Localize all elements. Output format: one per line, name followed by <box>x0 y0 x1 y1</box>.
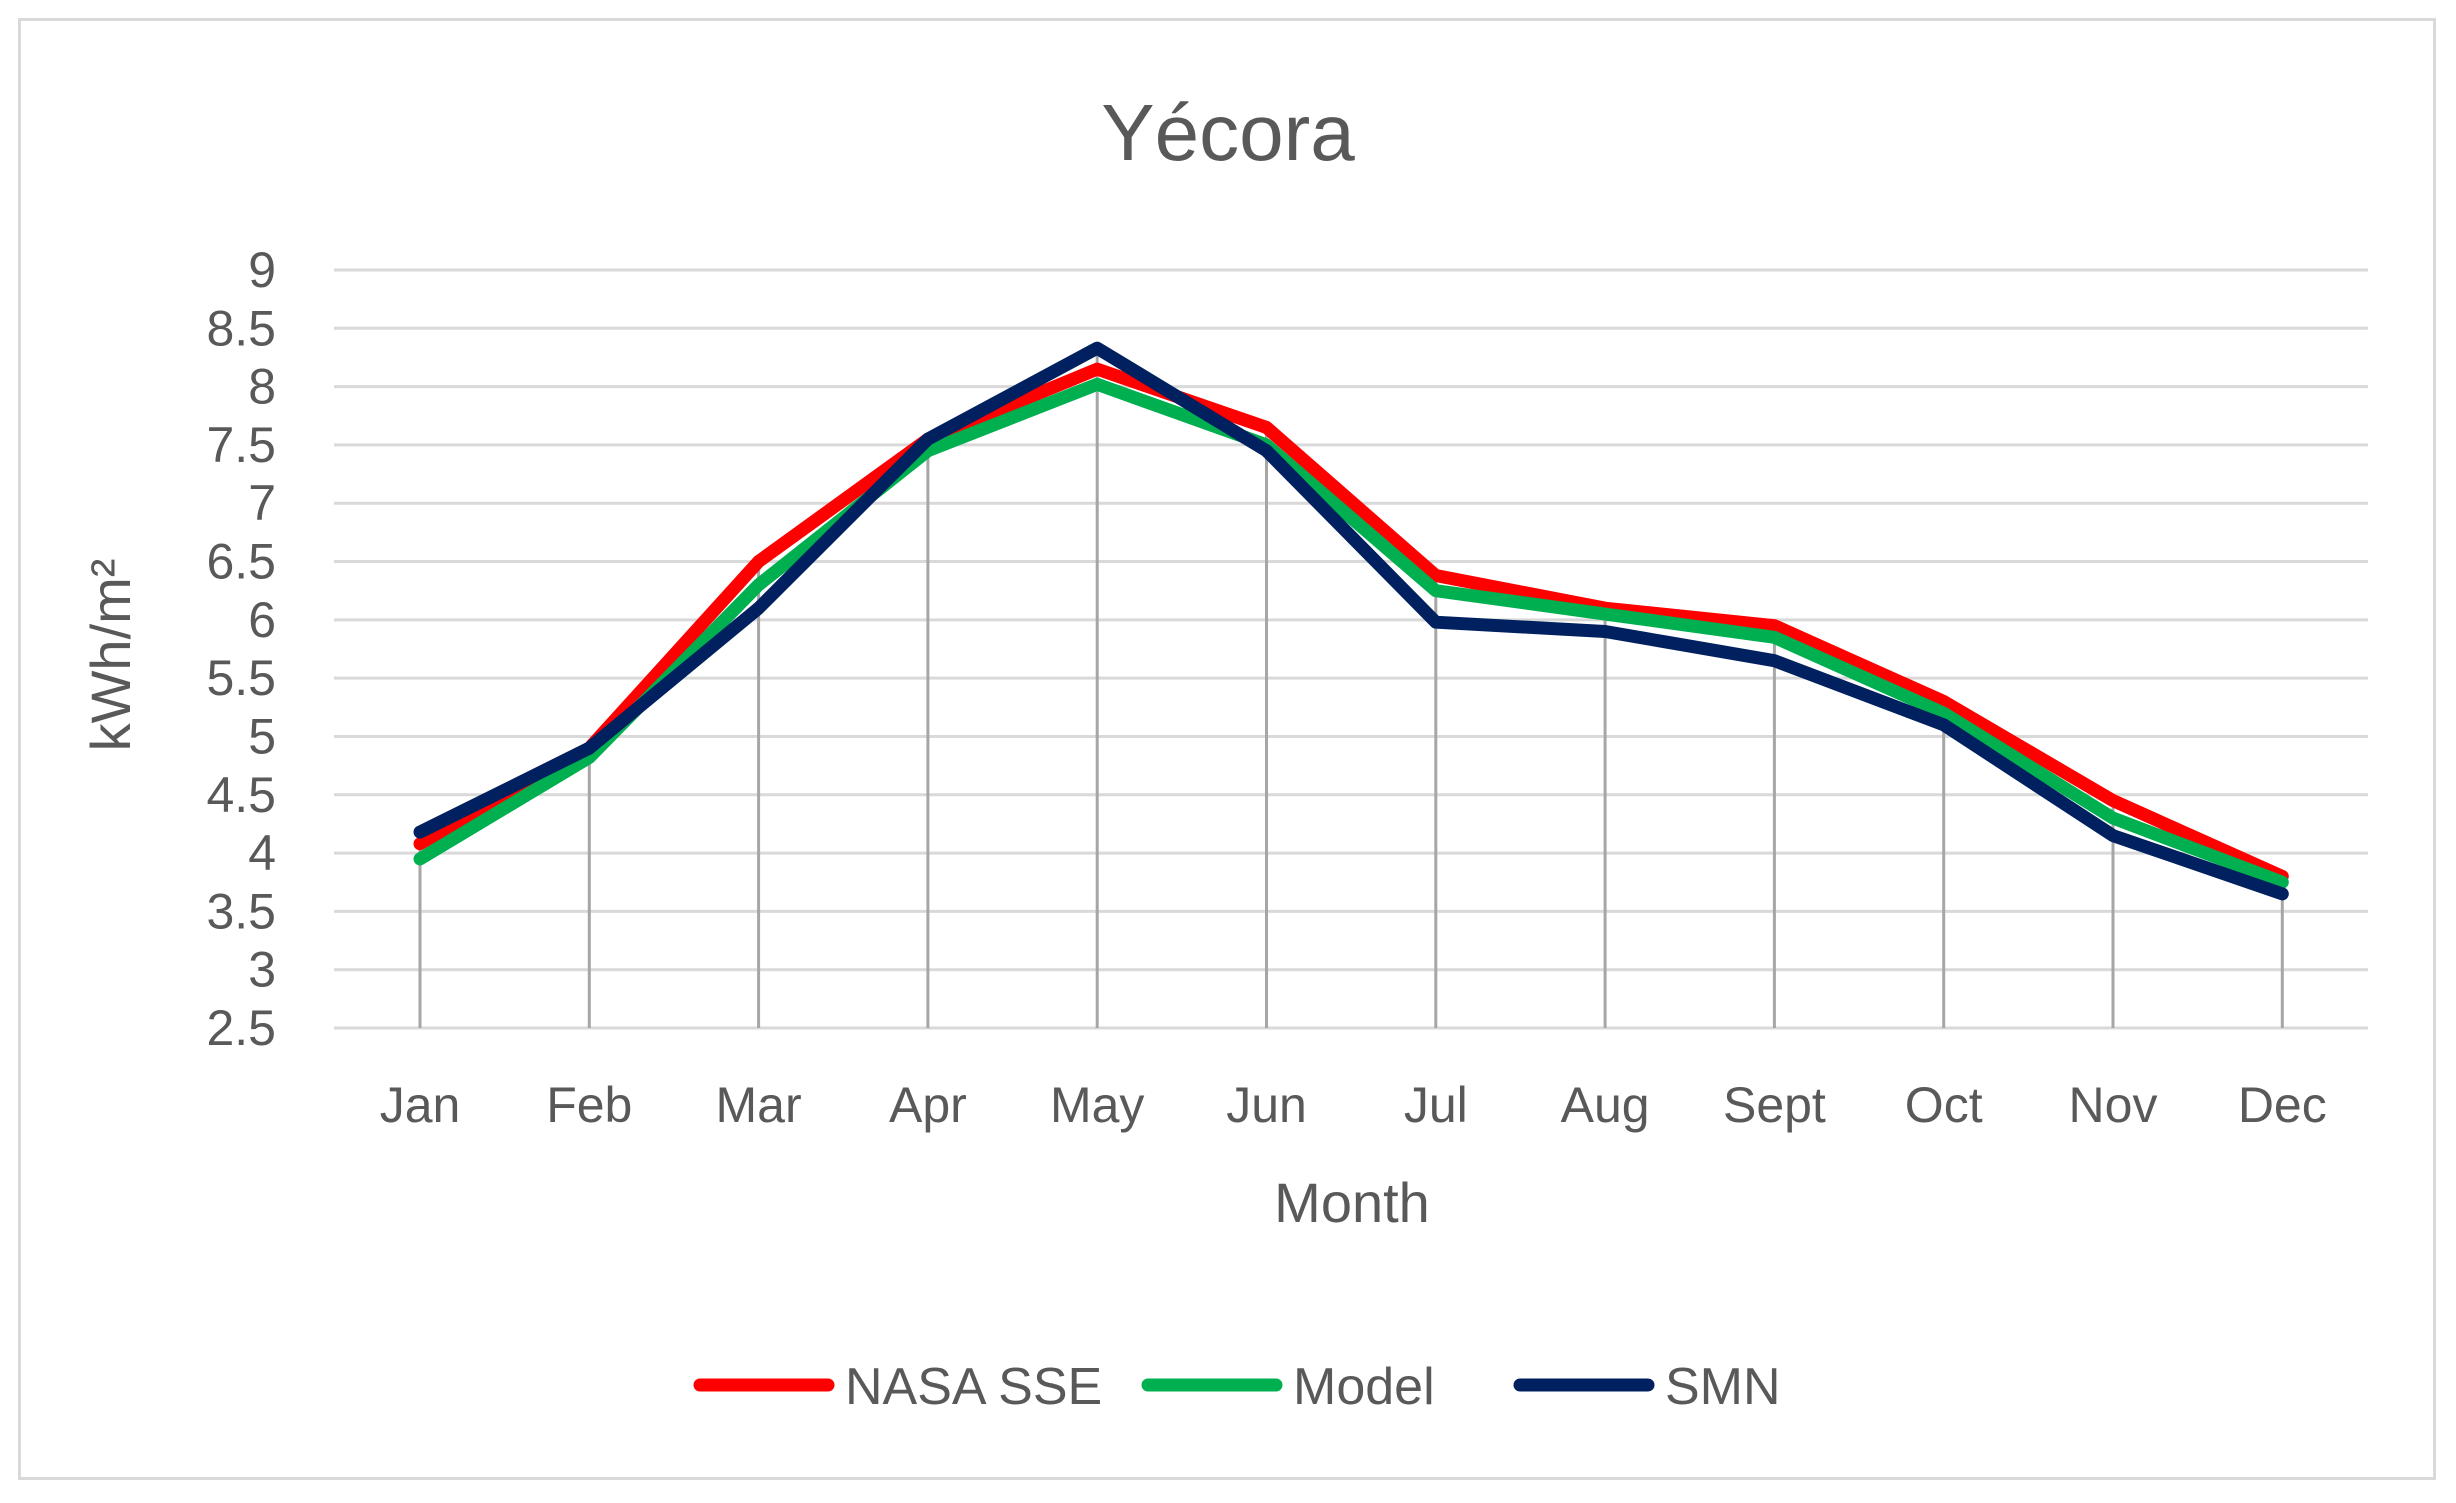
gridlines <box>334 268 2368 1030</box>
data-point <box>1431 586 1440 595</box>
x-tick-label: Mar <box>716 1077 802 1133</box>
data-point <box>1770 656 1779 665</box>
y-tick-label: 7 <box>248 475 276 531</box>
x-axis-ticks: Jan Feb Mar Apr May Jun Jul Aug Sept Oct Nov Dec <box>380 1077 2327 1133</box>
x-tick-label: May <box>1050 1077 1144 1133</box>
y-tick-label: 2.5 <box>206 1000 276 1056</box>
data-point <box>1431 618 1440 627</box>
legend-label: Model <box>1293 1358 1435 1416</box>
y-tick-label: 8 <box>248 359 276 415</box>
y-tick-label: 9 <box>248 242 276 298</box>
data-point <box>416 854 424 863</box>
data-point <box>754 557 763 566</box>
data-point <box>1262 446 1271 455</box>
data-point <box>754 604 763 613</box>
y-tick-label: 3 <box>248 942 276 998</box>
y-tick-label: 6.5 <box>206 534 276 590</box>
data-point <box>923 435 932 444</box>
y-tick-label: 7.5 <box>206 417 276 473</box>
data-point <box>2109 814 2117 823</box>
data-point <box>1093 344 1102 353</box>
y-tick-label: 4.5 <box>206 767 276 823</box>
data-point <box>1601 610 1610 619</box>
chart-title: Yécora <box>1101 88 1355 177</box>
data-point <box>1093 365 1102 374</box>
y-tick-label: 4 <box>248 825 276 881</box>
series-line-model <box>413 377 2289 889</box>
x-tick-label: Jul <box>1404 1077 1468 1133</box>
y-axis-title: kWh/m² <box>79 559 142 752</box>
y-tick-label: 5.5 <box>206 650 276 706</box>
x-tick-label: Nov <box>2069 1077 2158 1133</box>
data-point <box>2278 878 2287 887</box>
x-tick-label: Oct <box>1905 1077 1983 1133</box>
y-tick-label: 3.5 <box>206 883 276 939</box>
data-point <box>585 744 594 753</box>
y-tick-label: 8.5 <box>206 300 276 356</box>
x-tick-label: Feb <box>546 1077 632 1133</box>
legend-label: SMN <box>1665 1358 1781 1416</box>
data-point <box>1093 380 1102 389</box>
legend: NASA SSE Model SMN <box>693 1358 1781 1416</box>
x-tick-label: Dec <box>2238 1077 2327 1133</box>
y-axis-ticks: 2.533.544.555.566.577.588.59 <box>206 242 276 1056</box>
data-point <box>1939 720 1948 729</box>
x-axis-title: Month <box>1274 1171 1430 1234</box>
data-point <box>754 580 763 589</box>
x-tick-label: Sept <box>1723 1077 1826 1133</box>
data-point <box>1262 423 1271 432</box>
data-point <box>1939 709 1948 718</box>
x-tick-label: Jun <box>1226 1077 1307 1133</box>
data-point <box>1431 571 1440 580</box>
series-lines <box>413 341 2289 901</box>
x-tick-label: Jan <box>380 1077 461 1133</box>
data-point <box>416 828 424 837</box>
series-line-smn <box>413 341 2289 901</box>
data-point <box>1939 697 1948 706</box>
data-point <box>416 839 424 848</box>
series-line-nasa-sse <box>413 362 2289 883</box>
x-tick-label: Aug <box>1561 1077 1650 1133</box>
data-point <box>2278 889 2287 898</box>
data-point <box>2109 831 2117 840</box>
y-tick-label: 5 <box>248 708 276 764</box>
y-tick-label: 6 <box>248 592 276 648</box>
drop-lines <box>418 348 2284 1028</box>
data-point <box>1601 627 1610 636</box>
legend-label: NASA SSE <box>845 1358 1102 1416</box>
data-point <box>2109 796 2117 805</box>
data-point <box>1770 633 1779 642</box>
data-point <box>1770 621 1779 630</box>
x-tick-label: Apr <box>889 1077 967 1133</box>
